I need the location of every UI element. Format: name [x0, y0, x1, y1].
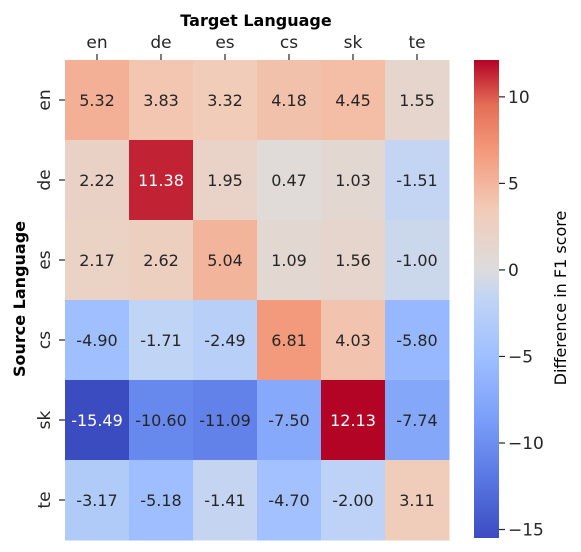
x-tick-label: cs — [280, 33, 298, 53]
cell-value-label: 0.47 — [271, 171, 307, 190]
heatmap-cell — [129, 220, 194, 301]
heatmap-cell — [129, 140, 194, 221]
heatmap-cell — [129, 300, 194, 381]
cell-value-label: -10.60 — [135, 411, 187, 430]
y-tick-label: de — [35, 169, 55, 190]
cell-value-label: 1.95 — [207, 171, 243, 190]
cell-value-label: 3.32 — [207, 91, 243, 110]
heatmap-cell — [193, 380, 258, 461]
cell-value-label: 4.18 — [271, 91, 307, 110]
x-axis-ticks: en de es cs sk te — [86, 33, 426, 60]
heatmap-cell — [193, 460, 258, 541]
cell-value-label: -7.50 — [268, 411, 309, 430]
heatmap-cell — [257, 300, 322, 381]
cell-value-label: -1.00 — [396, 251, 437, 270]
heatmap-cell — [385, 380, 450, 461]
heatmap-cell — [65, 60, 130, 141]
heatmap-cell — [65, 460, 130, 541]
cell-value-label: 1.03 — [335, 171, 371, 190]
colorbar-tick-label: 5 — [508, 174, 519, 194]
colorbar — [474, 60, 499, 538]
cell-value-label: -5.18 — [140, 491, 181, 510]
cell-value-label: 6.81 — [271, 331, 307, 350]
cell-value-label: -1.51 — [396, 171, 437, 190]
cell-value-label: 1.09 — [271, 251, 307, 270]
y-tick-label: en — [35, 89, 55, 110]
heatmap-cell — [385, 460, 450, 541]
cell-value-label: 2.17 — [79, 251, 115, 270]
x-axis-title: Target Language — [180, 11, 332, 30]
heatmap-cell — [257, 380, 322, 461]
heatmap-cell — [257, 140, 322, 221]
heatmap-cell — [321, 380, 386, 461]
heatmap-cell — [65, 220, 130, 301]
y-tick-label: cs — [35, 331, 55, 349]
cell-value-label: 2.62 — [143, 251, 179, 270]
cell-value-label: -4.70 — [268, 491, 309, 510]
heatmap-cell — [257, 60, 322, 141]
cell-value-label: 5.04 — [207, 251, 243, 270]
heatmap-cell — [385, 220, 450, 301]
colorbar-tick-label: −5 — [508, 347, 533, 367]
heatmap-cell — [193, 60, 258, 141]
heatmap-cell — [257, 460, 322, 541]
heatmap-cell — [129, 380, 194, 461]
heatmap-cell — [65, 140, 130, 221]
heatmap-cell — [385, 60, 450, 141]
cell-value-label: 4.45 — [335, 91, 371, 110]
heatmap-cell — [321, 60, 386, 141]
cell-value-label: 11.38 — [138, 171, 184, 190]
cell-value-label: 12.13 — [330, 411, 376, 430]
cell-value-label: -1.71 — [140, 331, 181, 350]
cell-value-label: 5.32 — [79, 91, 115, 110]
cell-value-label: -7.74 — [396, 411, 437, 430]
heatmap-cell — [65, 380, 130, 461]
colorbar-title: Difference in F1 score — [551, 211, 570, 386]
cell-value-label: 1.55 — [399, 91, 435, 110]
cell-value-label: -3.17 — [76, 491, 117, 510]
colorbar-tick-label: −10 — [508, 434, 544, 454]
cell-value-label: -5.80 — [396, 331, 437, 350]
cell-value-label: -2.49 — [204, 331, 245, 350]
heatmap-cell — [193, 140, 258, 221]
cell-value-label: 2.22 — [79, 171, 115, 190]
heatmap-cell — [129, 460, 194, 541]
heatmap-cell — [193, 300, 258, 381]
x-tick-label: en — [86, 33, 107, 53]
heatmap-cell — [321, 140, 386, 221]
cell-value-label: 4.03 — [335, 331, 371, 350]
y-tick-label: te — [35, 491, 55, 508]
heatmap-cell — [321, 460, 386, 541]
colorbar-tick-label: 0 — [508, 261, 519, 281]
heatmap-cell — [257, 220, 322, 301]
cell-value-label: 3.11 — [399, 491, 435, 510]
heatmap-cell — [65, 300, 130, 381]
x-tick-label: te — [408, 33, 425, 53]
colorbar-ticks: 10 5 0 −5 −10 −15 — [499, 88, 544, 541]
heatmap-cell — [385, 300, 450, 381]
x-tick-label: es — [215, 33, 234, 53]
cell-value-label: -15.49 — [71, 411, 123, 430]
colorbar-tick-label: −15 — [508, 521, 544, 541]
cell-value-label: 1.56 — [335, 251, 371, 270]
x-tick-label: sk — [344, 33, 363, 53]
cell-value-label: -2.00 — [332, 491, 373, 510]
heatmap-cells: 5.32 3.83 3.32 4.18 4.45 1.55 2.22 11.38 1.95 0.4… — [65, 60, 450, 541]
y-axis-title: Source Language — [10, 221, 29, 377]
y-tick-label: es — [35, 250, 55, 269]
heatmap-cell — [321, 220, 386, 301]
cell-value-label: 3.83 — [143, 91, 179, 110]
cell-value-label: -1.41 — [204, 491, 245, 510]
cell-value-label: -4.90 — [76, 331, 117, 350]
colorbar-tick-label: 10 — [508, 88, 530, 108]
heatmap-cell — [193, 220, 258, 301]
heatmap-cell — [321, 300, 386, 381]
heatmap-cell — [129, 60, 194, 141]
y-axis-ticks: en de es cs sk te — [35, 89, 65, 509]
heatmap-cell — [385, 140, 450, 221]
cell-value-label: -11.09 — [199, 411, 251, 430]
y-tick-label: sk — [35, 410, 55, 429]
x-tick-label: de — [150, 33, 171, 53]
